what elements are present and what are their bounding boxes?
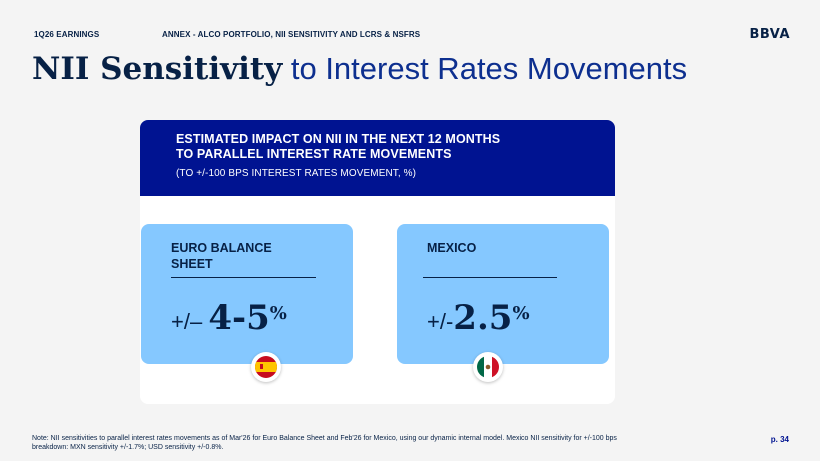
euro-balance-label: EURO BALANCE SHEET [171, 240, 321, 272]
euro-balance-unit: % [269, 302, 287, 324]
euro-balance-label-line2: SHEET [171, 257, 213, 271]
euro-balance-divider [171, 277, 316, 278]
euro-balance-panel: EURO BALANCE SHEET +/– 4-5% [141, 224, 353, 364]
card-subheading: (TO +/-100 BPS INTEREST RATES MOVEMENT, … [176, 168, 417, 179]
mexico-divider [423, 277, 557, 278]
euro-balance-prefix: +/– [171, 309, 209, 334]
mexico-label: MEXICO [427, 240, 577, 256]
page-title: NII Sensitivity to Interest Rates Moveme… [32, 51, 687, 87]
page-title-rest: to Interest Rates Movements [282, 51, 688, 86]
spain-flag-icon [251, 352, 281, 382]
mexico-panel: MEXICO +/-2.5% [397, 224, 609, 364]
mexico-value: +/-2.5% [427, 298, 530, 338]
page-number: p. 34 [770, 435, 789, 444]
card-heading: ESTIMATED IMPACT ON NII IN THE NEXT 12 M… [176, 132, 615, 162]
top-bar: 1Q26 EARNINGS ANNEX - ALCO PORTFOLIO, NI… [34, 27, 790, 42]
card-header: ESTIMATED IMPACT ON NII IN THE NEXT 12 M… [140, 120, 615, 196]
card-heading-line1: ESTIMATED IMPACT ON NII IN THE NEXT 12 M… [176, 132, 501, 146]
mexico-label-line1: MEXICO [427, 241, 477, 255]
annex-label: ANNEX - ALCO PORTFOLIO, NII SENSITIVITY … [162, 30, 421, 39]
section-label: 1Q26 EARNINGS [34, 30, 100, 39]
mexico-prefix: +/- [427, 309, 454, 334]
mexico-number: 2.5 [453, 298, 513, 338]
euro-balance-number: 4-5 [208, 298, 270, 338]
card-heading-line2: TO PARALLEL INTEREST RATE MOVEMENTS [176, 147, 452, 161]
mexico-unit: % [512, 302, 530, 324]
euro-balance-value: +/– 4-5% [171, 298, 287, 338]
footnote-line1: Note: NII sensitivities to parallel inte… [32, 435, 617, 442]
bbva-logo: BBVA [749, 27, 790, 42]
euro-balance-label-line1: EURO BALANCE [171, 241, 272, 255]
mexico-flag-icon [473, 352, 503, 382]
footnote-line2: breakdown: MXN sensitivity +/-1.7%; USD … [32, 444, 224, 451]
footnote: Note: NII sensitivities to parallel inte… [32, 434, 712, 452]
page-title-strong: NII Sensitivity [32, 51, 283, 87]
